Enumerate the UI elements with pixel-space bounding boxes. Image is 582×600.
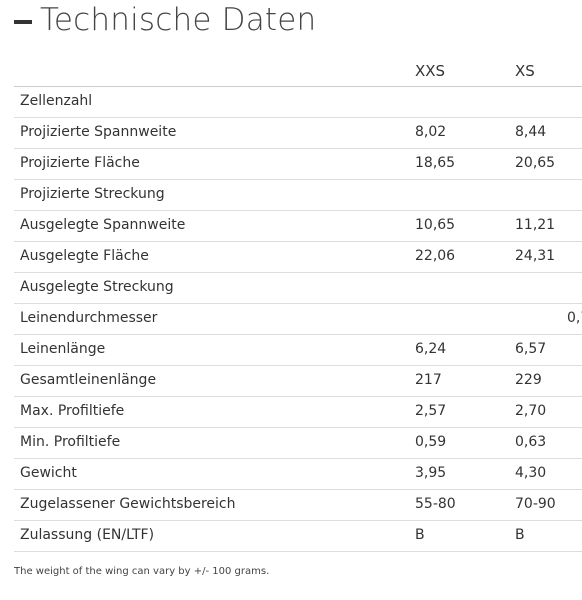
- row-value: 8,44: [515, 124, 547, 140]
- row-value: 3,95: [415, 465, 447, 481]
- row-rule: [14, 272, 582, 273]
- row-rule: [14, 210, 582, 211]
- row-value: 8,02: [415, 124, 447, 140]
- row-value: 24,31: [515, 248, 556, 264]
- row-rule: [14, 241, 582, 242]
- column-header: XS: [515, 62, 535, 80]
- row-value: 4,30: [515, 465, 547, 481]
- row-value: 20,65: [515, 155, 556, 171]
- header-rule: [14, 86, 582, 87]
- row-rule: [14, 396, 582, 397]
- row-label: Projizierte Streckung: [20, 186, 165, 202]
- row-value: 6,24: [415, 341, 447, 357]
- row-value: 55-80: [415, 496, 456, 512]
- row-value: 2,57: [415, 403, 447, 419]
- row-value: 70-90: [515, 496, 556, 512]
- row-label: Projizierte Spannweite: [20, 124, 177, 140]
- title-dash: [14, 20, 32, 24]
- row-label: Leinenlänge: [20, 341, 106, 357]
- row-label: Ausgelegte Streckung: [20, 279, 174, 295]
- row-label: Projizierte Fläche: [20, 155, 140, 171]
- row-rule: [14, 303, 582, 304]
- row-rule: [14, 334, 582, 335]
- row-rule: [14, 179, 582, 180]
- row-value: B: [415, 527, 425, 543]
- page-title: Technische Daten: [40, 2, 317, 38]
- row-label: Zellenzahl: [20, 93, 93, 109]
- row-value: B: [515, 527, 525, 543]
- row-value: 229: [515, 372, 542, 388]
- row-rule: [14, 117, 582, 118]
- row-value: 10,65: [415, 217, 456, 233]
- row-value: 0,7: [567, 310, 582, 326]
- row-label: Gesamtleinenlänge: [20, 372, 157, 388]
- row-rule: [14, 551, 582, 552]
- row-rule: [14, 489, 582, 490]
- row-value: 217: [415, 372, 442, 388]
- row-label: Ausgelegte Spannweite: [20, 217, 186, 233]
- row-value: 22,06: [415, 248, 456, 264]
- row-label: Zulassung (EN/LTF): [20, 527, 155, 543]
- row-value: 11,21: [515, 217, 556, 233]
- row-value: 6,57: [515, 341, 547, 357]
- row-value: 18,65: [415, 155, 456, 171]
- row-rule: [14, 520, 582, 521]
- column-header: XXS: [415, 62, 446, 80]
- row-rule: [14, 458, 582, 459]
- row-value: 0,63: [515, 434, 547, 450]
- footnote: The weight of the wing can vary by +/- 1…: [14, 566, 270, 577]
- row-label: Ausgelegte Fläche: [20, 248, 149, 264]
- row-label: Zugelassener Gewichtsbereich: [20, 496, 236, 512]
- row-label: Leinendurchmesser: [20, 310, 158, 326]
- row-value: 0,59: [415, 434, 447, 450]
- row-label: Gewicht: [20, 465, 77, 481]
- row-label: Max. Profiltiefe: [20, 403, 125, 419]
- row-value: 2,70: [515, 403, 547, 419]
- row-rule: [14, 148, 582, 149]
- row-rule: [14, 365, 582, 366]
- row-label: Min. Profiltiefe: [20, 434, 121, 450]
- row-rule: [14, 427, 582, 428]
